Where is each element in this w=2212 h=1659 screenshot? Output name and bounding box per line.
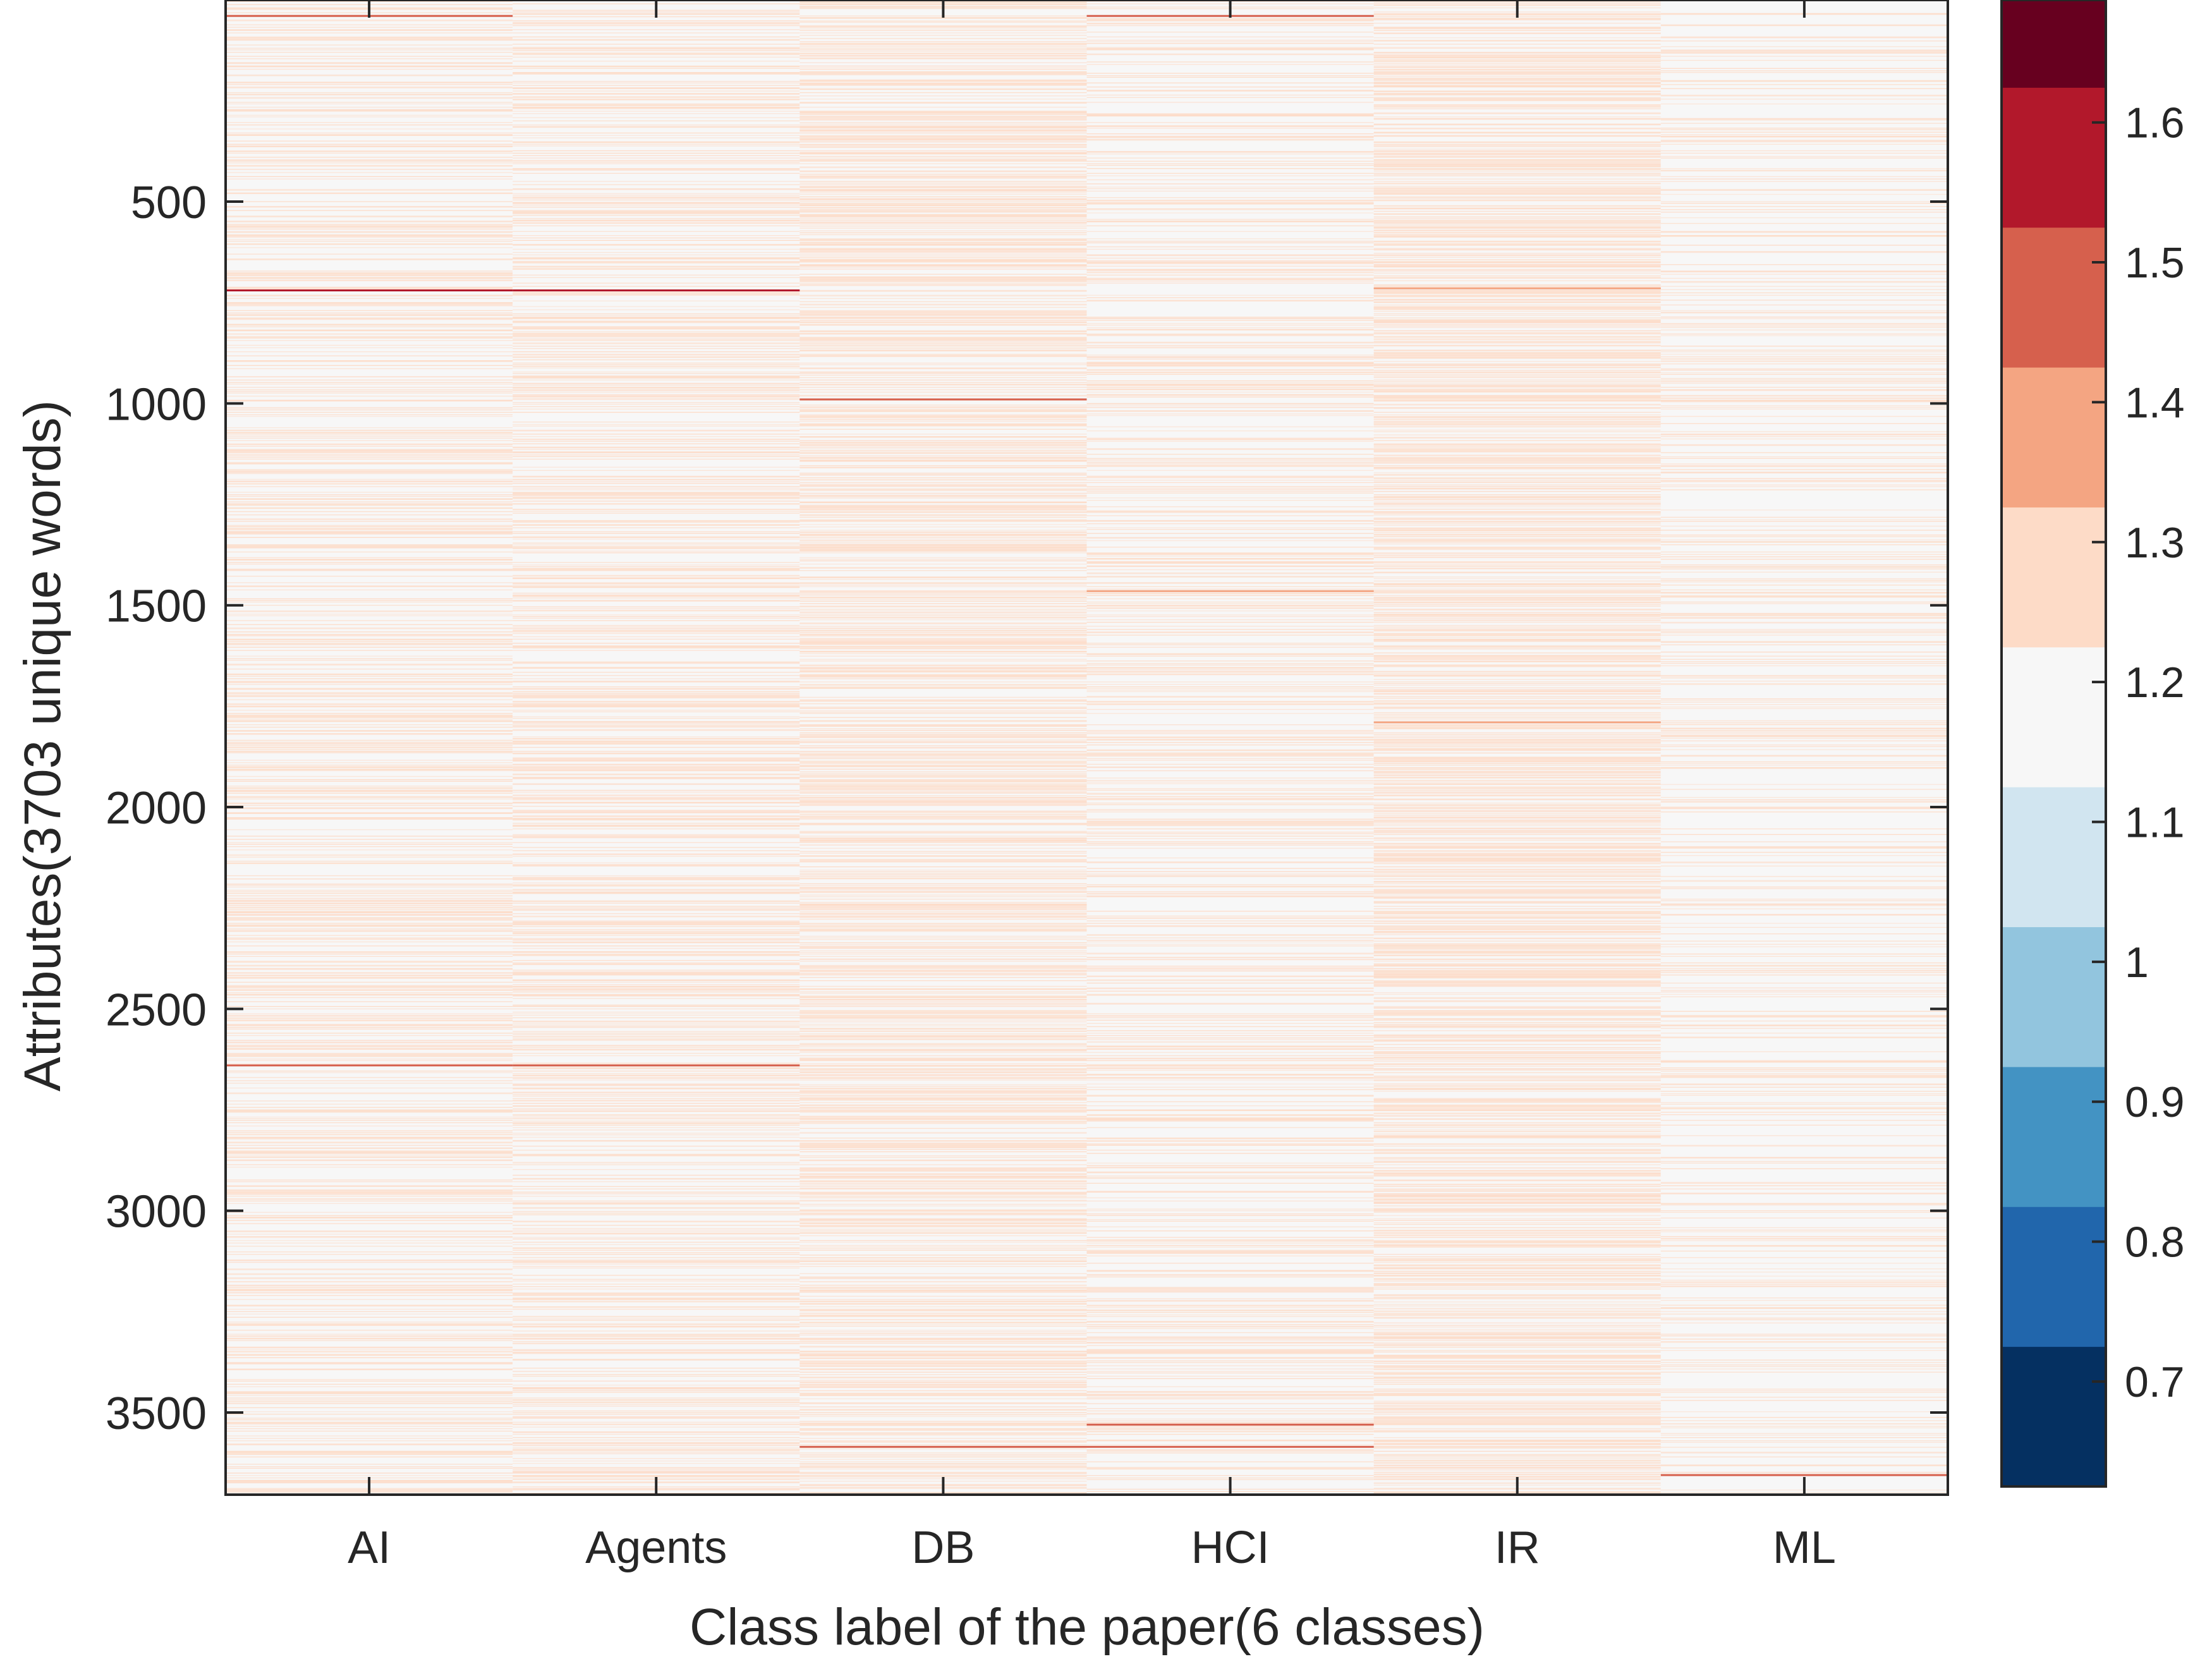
heatmap-stripes-ir	[1373, 0, 1661, 1494]
heatmap-column-ir	[1373, 0, 1661, 1495]
colorbar-bin	[2002, 87, 2106, 228]
heatmap-column-ml	[1660, 0, 1948, 1495]
x-tick-label: AI	[348, 1522, 391, 1573]
x-tick-label: DB	[911, 1522, 975, 1573]
y-tick-label: 1500	[106, 581, 207, 632]
heatmap-notable-row	[513, 1064, 800, 1067]
x-axis: AI Agents DB HCI IR ML	[348, 0, 1836, 1573]
heatmap-notable-row	[1086, 590, 1374, 592]
y-axis: 500 1000 1500 2000 2500 3000 3500	[106, 178, 1948, 1439]
colorbar-bin	[2002, 1066, 2106, 1207]
y-tick-label: 2000	[106, 783, 207, 834]
colorbar-bin	[2002, 227, 2106, 368]
heatmap-notable-row	[799, 398, 1087, 401]
heatmap-stripes-ml	[1660, 13, 1948, 1495]
heatmap-notable-row	[226, 289, 513, 292]
colorbar-tick-label: 0.7	[2125, 1358, 2185, 1406]
x-tick-label: Agents	[585, 1522, 727, 1573]
colorbar-tick-label: 0.9	[2125, 1078, 2185, 1126]
heatmap-cells	[226, 0, 1948, 1495]
y-tick-label: 500	[131, 178, 207, 228]
colorbar-bin	[2002, 647, 2106, 787]
colorbar-tick-label: 1.6	[2125, 99, 2185, 147]
y-tick-label: 1000	[106, 379, 207, 430]
x-axis-label: Class label of the paper(6 classes)	[690, 1598, 1485, 1656]
plot-area-frame	[224, 0, 1949, 1496]
x-tick-label: IR	[1495, 1522, 1540, 1573]
colorbar-tick-label: 0.8	[2125, 1218, 2185, 1267]
colorbar-bin	[2002, 1346, 2106, 1487]
heatmap-notable-row	[1086, 1423, 1374, 1426]
colorbar-tick-label: 1	[2125, 939, 2149, 987]
colorbar-frame	[2000, 0, 2107, 1488]
colorbar-bin	[2002, 0, 2106, 88]
colorbar-bin	[2002, 507, 2106, 648]
y-axis-label: Attributes(3703 unique words)	[14, 400, 71, 1091]
x-tick-label: ML	[1773, 1522, 1836, 1573]
heatmap-notable-row	[1660, 1474, 1948, 1476]
heatmap-notable-row	[226, 1064, 513, 1067]
y-tick-label: 2500	[106, 985, 207, 1035]
heatmap-notable-row	[1373, 287, 1661, 289]
colorbar-bin	[2002, 927, 2106, 1067]
colorbar-tick-label: 1.2	[2125, 659, 2185, 707]
colorbar-bin	[2002, 367, 2106, 507]
heatmap-stripes-db	[799, 1, 1087, 1495]
colorbar-tick-label: 1.5	[2125, 239, 2185, 287]
colorbar-bin	[2002, 1206, 2106, 1347]
colorbar: 0.7 0.8 0.9 1 1.1 1.2 1.3 1.4 1.5 1.6	[2000, 0, 2185, 1488]
colorbar-tick-label: 1.3	[2125, 519, 2185, 567]
x-tick-label: HCI	[1191, 1522, 1270, 1573]
heatmap-notable-row	[799, 1445, 1087, 1448]
heatmap-notable-row	[1086, 1445, 1374, 1448]
heatmap-notable-row	[513, 289, 800, 292]
y-tick-label: 3000	[106, 1187, 207, 1237]
colorbar-bin	[2002, 787, 2106, 928]
colorbar-tick-label: 1.1	[2125, 799, 2185, 847]
y-tick-label: 3500	[106, 1389, 207, 1439]
colorbar-tick-label: 1.4	[2125, 379, 2185, 427]
heatmap-notable-row	[1373, 721, 1661, 724]
